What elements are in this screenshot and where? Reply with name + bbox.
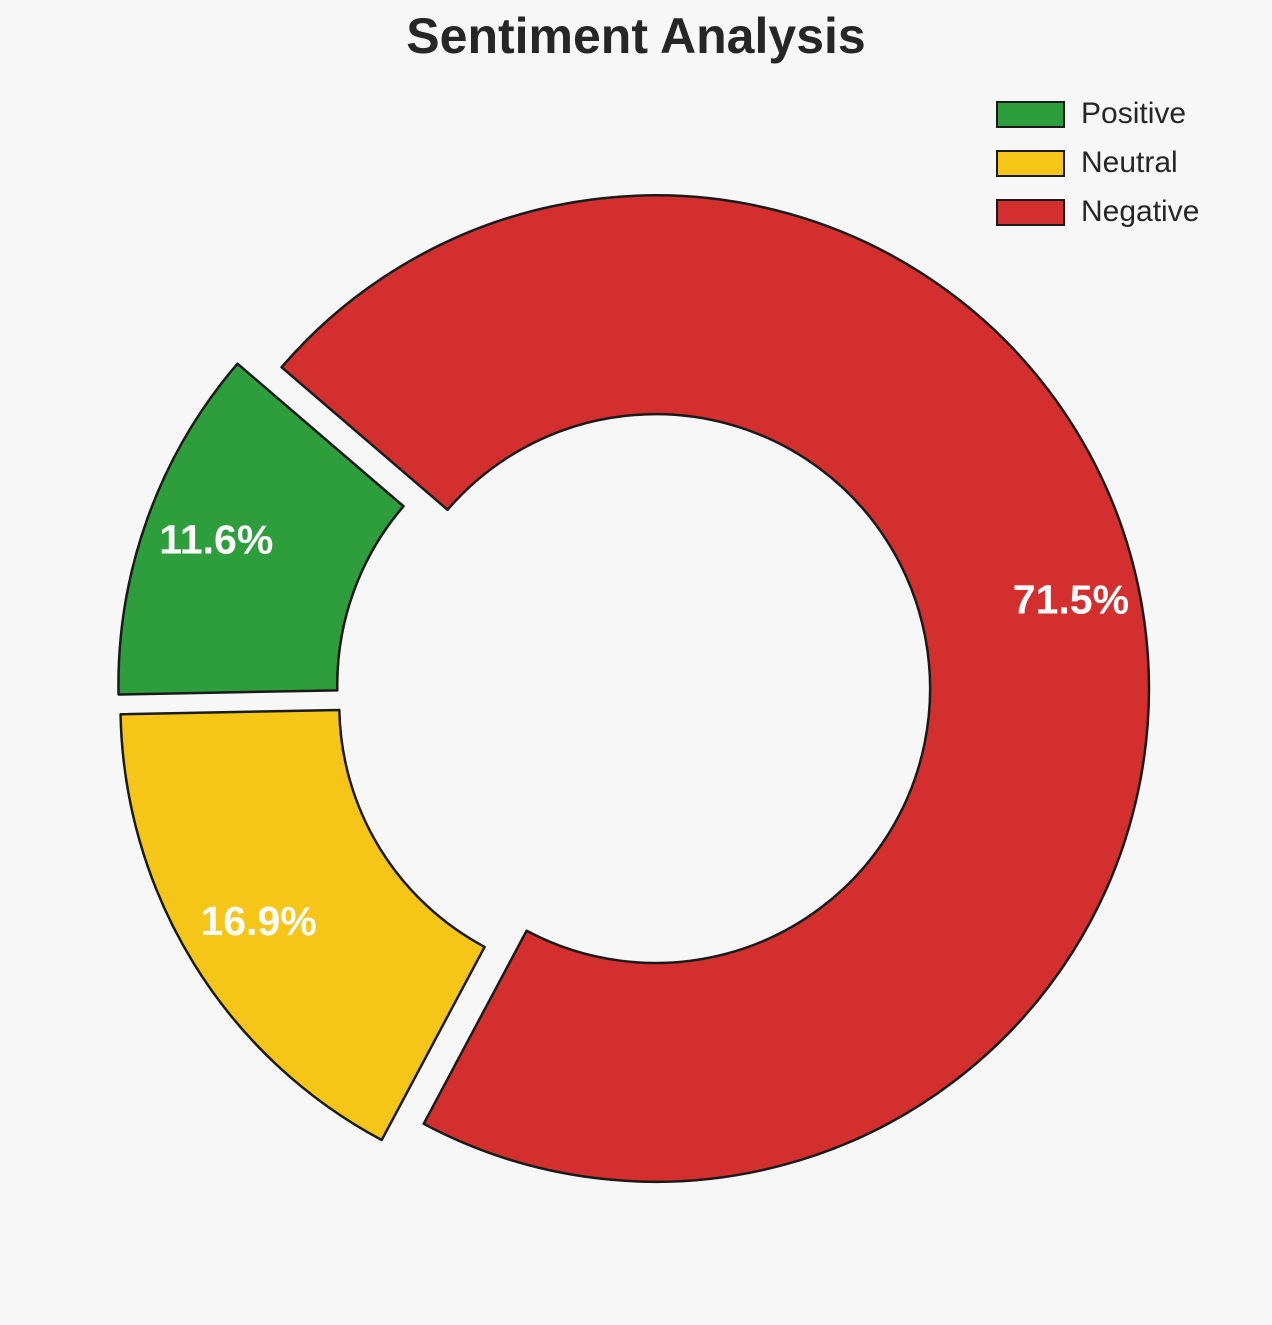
svg-text:11.6%: 11.6% bbox=[159, 517, 273, 563]
svg-text:16.9%: 16.9% bbox=[200, 898, 316, 944]
svg-text:71.5%: 71.5% bbox=[1013, 577, 1129, 623]
